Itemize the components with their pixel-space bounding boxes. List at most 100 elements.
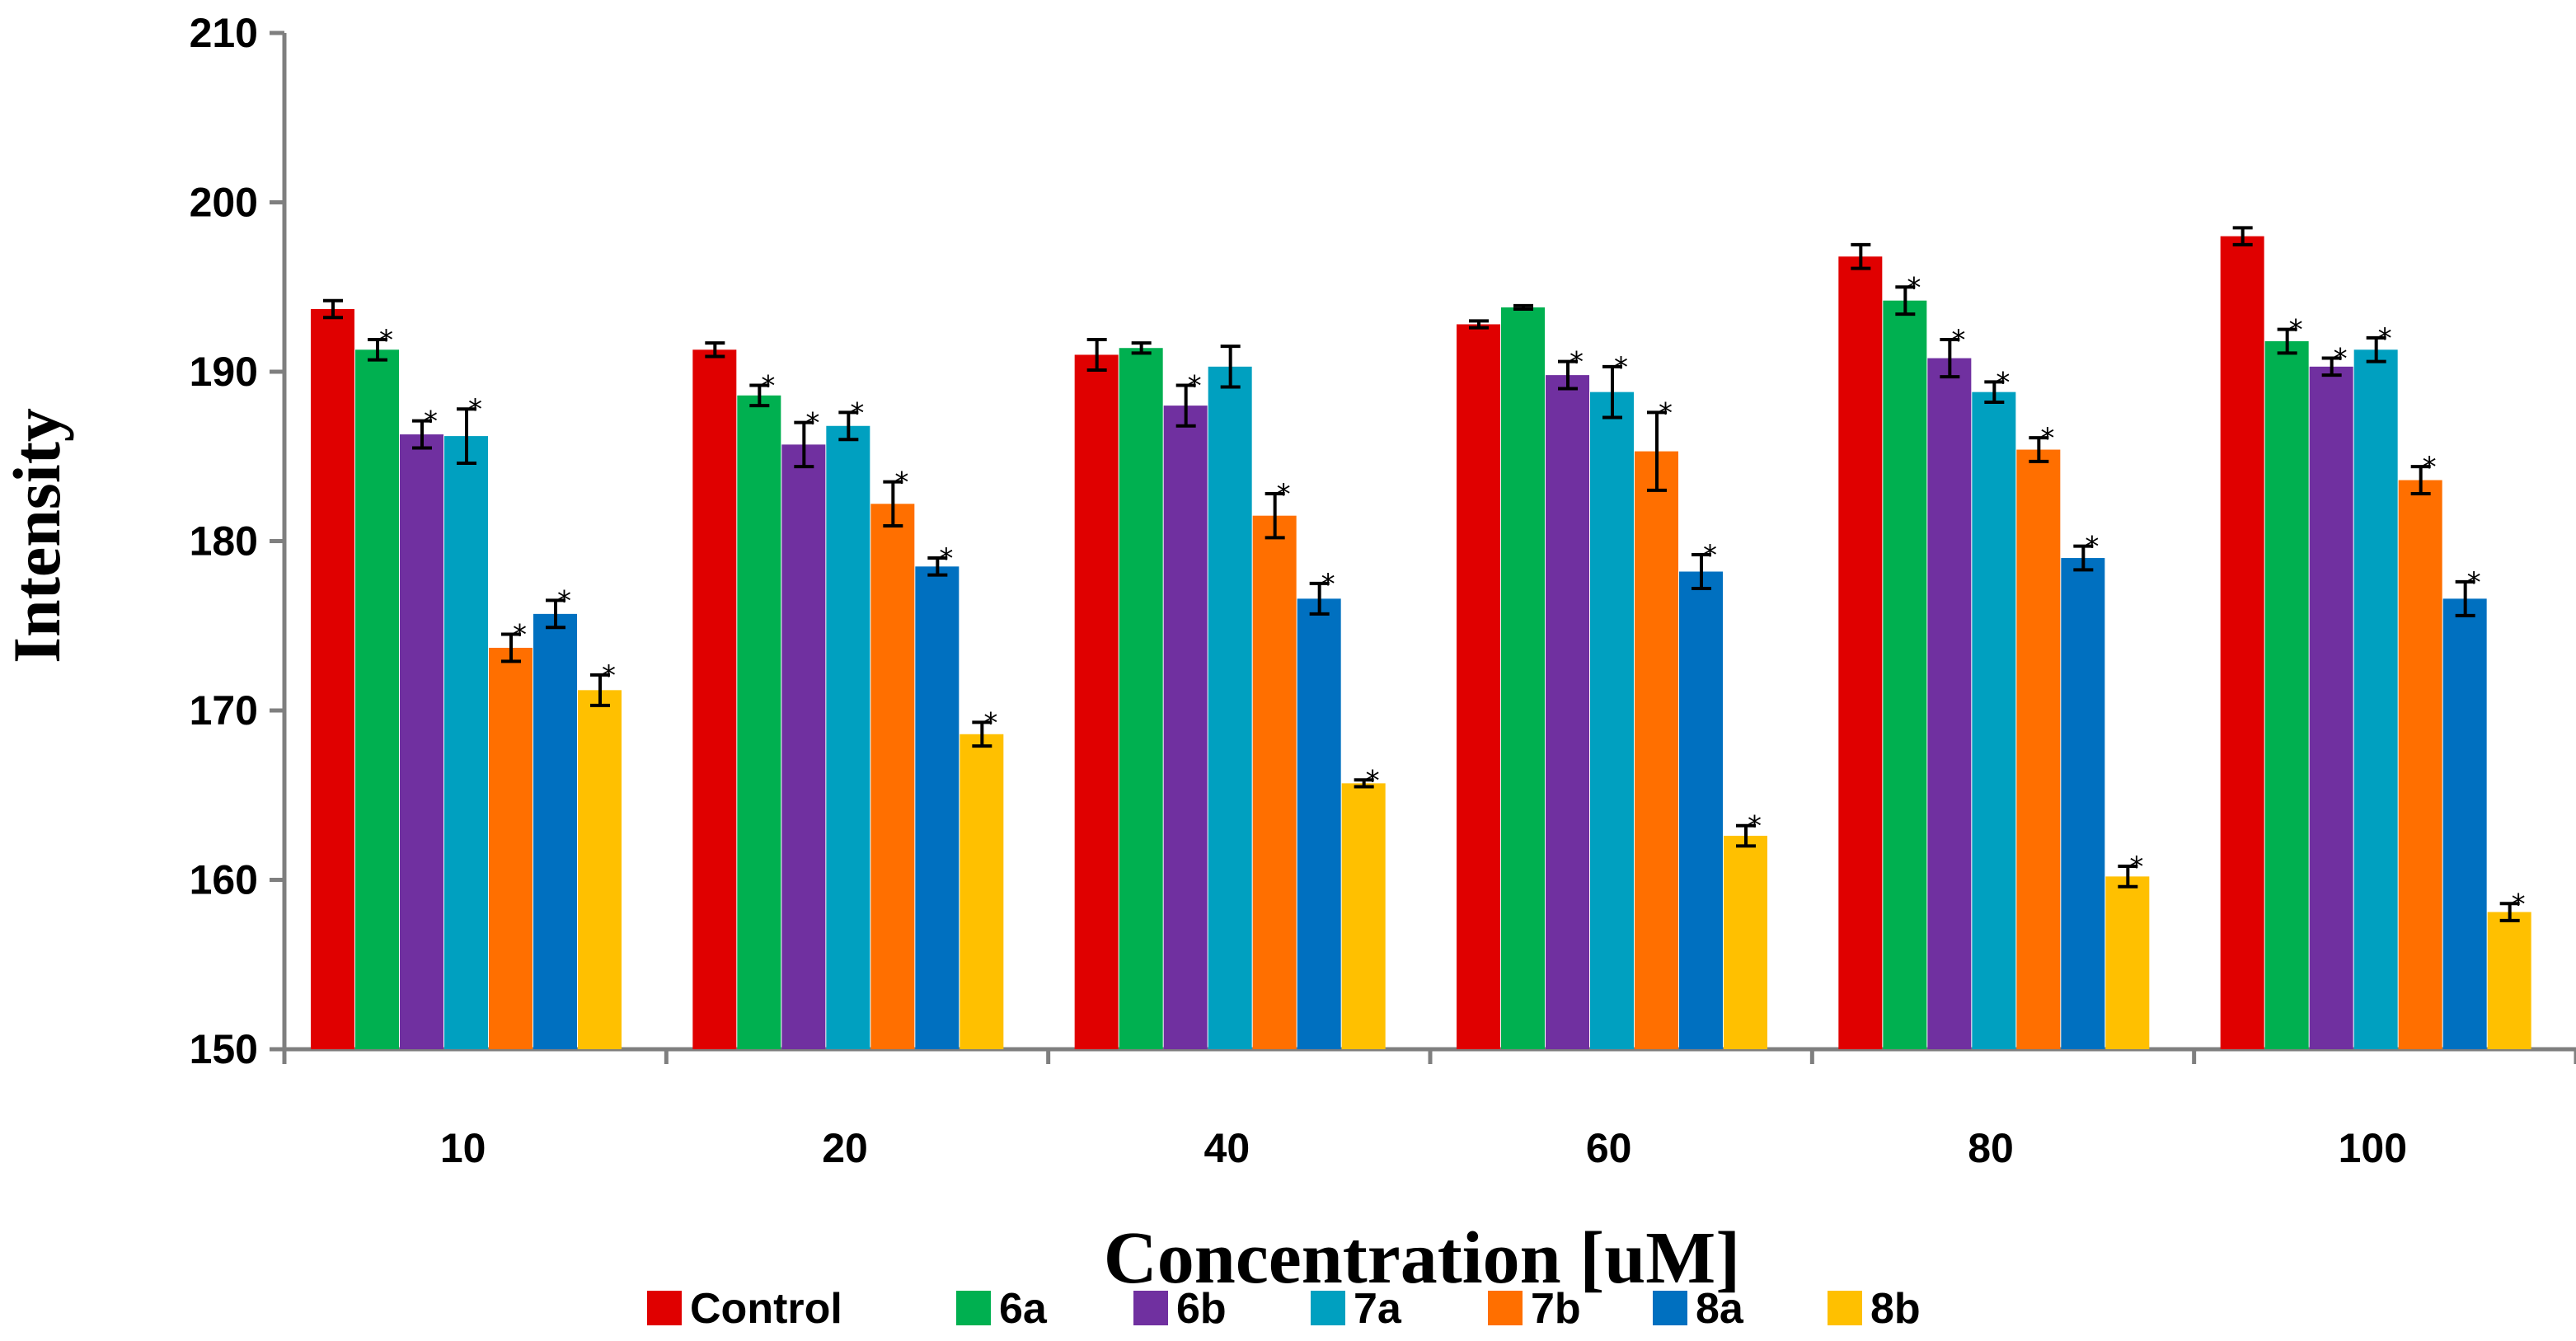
bar (444, 436, 488, 1049)
bar (2016, 449, 2061, 1049)
bar (2220, 236, 2264, 1050)
bar-groups: * * * * * * * * * * * * * * * * * * * * * * * * * * * * * * * * * (311, 226, 2531, 1050)
bar (1297, 598, 1341, 1049)
legend-item: 7a (1311, 1285, 1402, 1333)
legend-swatch (956, 1291, 991, 1325)
legend-item: 8a (1653, 1285, 1744, 1333)
bar (1927, 358, 1972, 1049)
bar-group: * * * * (1074, 337, 1386, 1050)
legend-label: 7b (1531, 1285, 1581, 1333)
x-tick-label: 10 (440, 1125, 486, 1171)
significance-marker: * (2334, 343, 2348, 376)
bar (1457, 324, 1500, 1050)
bar (1590, 392, 1634, 1049)
bar (1838, 256, 1883, 1049)
significance-marker: * (1277, 478, 1291, 511)
legend-label: 8b (1870, 1285, 1921, 1333)
legend-item: 6b (1133, 1285, 1227, 1333)
significance-marker: * (424, 406, 438, 438)
significance-marker: * (2085, 531, 2099, 564)
bar-group: * * * * * * (692, 341, 1004, 1049)
y-tick-label: 150 (190, 1026, 258, 1072)
y-tick-label: 210 (190, 10, 258, 56)
legend-item: 6a (956, 1285, 1048, 1333)
x-axis-ticks: 10 20 40 60 80 100 (282, 1049, 2576, 1171)
legend-label: 6a (999, 1285, 1048, 1333)
legend-item: 7b (1488, 1285, 1581, 1333)
x-tick-label: 80 (1968, 1125, 2014, 1171)
bar (1208, 366, 1252, 1050)
legend-swatch (647, 1291, 682, 1325)
significance-marker: * (983, 706, 997, 739)
significance-marker: * (2378, 322, 2392, 355)
bar (1883, 300, 1927, 1049)
bar (2442, 598, 2487, 1049)
y-axis-ticks: 150 160 170 180 190 200 210 (190, 10, 284, 1072)
bar (2264, 341, 2309, 1049)
significance-marker: * (468, 393, 482, 426)
x-tick-label: 60 (1586, 1125, 1632, 1171)
significance-marker: * (1188, 369, 1202, 402)
bar (1972, 392, 2016, 1049)
x-tick-label: 40 (1204, 1125, 1250, 1171)
bar (737, 395, 781, 1049)
bar (1074, 354, 1119, 1049)
bar (489, 647, 533, 1049)
bar (1546, 375, 1589, 1049)
significance-marker: * (2129, 851, 2143, 884)
significance-marker: * (805, 407, 819, 440)
y-axis-title: Intensity (0, 408, 74, 663)
x-tick-label: 100 (2339, 1125, 2407, 1171)
bar (870, 504, 915, 1049)
significance-marker: * (939, 542, 953, 575)
significance-marker: * (1570, 346, 1584, 379)
significance-marker: * (1659, 396, 1673, 429)
bar (2353, 349, 2398, 1049)
bar (915, 566, 960, 1049)
legend-label: 8a (1696, 1285, 1744, 1333)
y-tick-label: 180 (190, 518, 258, 565)
bar (311, 308, 354, 1050)
legend-label: 7a (1354, 1285, 1402, 1333)
legend-label: Control (690, 1285, 842, 1333)
bar (826, 425, 870, 1049)
significance-marker: * (1951, 324, 1965, 357)
significance-marker: * (1907, 271, 1921, 304)
legend-swatch (1488, 1291, 1523, 1325)
bar-group: * * * * * * (1838, 242, 2150, 1049)
bar (1635, 451, 1678, 1049)
significance-marker: * (1614, 351, 1628, 384)
legend-item: 8b (1828, 1285, 1921, 1333)
significance-marker: * (379, 324, 393, 357)
bar (355, 349, 399, 1049)
bar (1163, 406, 1208, 1050)
bar (2309, 366, 2353, 1050)
x-axis-title: Concentration [uM] (1104, 1217, 1740, 1299)
legend: Control 6a 6b 7a 7b 8a 8b (647, 1285, 1921, 1333)
significance-marker: * (894, 467, 908, 499)
x-tick-label: 20 (822, 1125, 868, 1171)
significance-marker: * (1748, 810, 1762, 843)
significance-marker: * (1703, 539, 1717, 572)
y-tick-label: 170 (190, 687, 258, 734)
bar (1679, 571, 1723, 1049)
y-tick-label: 200 (190, 180, 258, 226)
significance-marker: * (850, 396, 864, 429)
legend-label: 6b (1176, 1285, 1227, 1333)
significance-marker: * (2423, 451, 2437, 484)
bar (2487, 912, 2531, 1049)
significance-marker: * (2512, 888, 2526, 921)
significance-marker: * (1366, 764, 1380, 797)
bar (1252, 515, 1297, 1049)
bar (578, 690, 622, 1049)
significance-marker: * (2289, 314, 2303, 347)
bar (400, 434, 443, 1049)
significance-marker: * (602, 659, 616, 692)
bar (2061, 558, 2105, 1049)
significance-marker: * (513, 619, 527, 652)
bar (692, 349, 737, 1049)
bar-group: * * * * * * (311, 298, 622, 1050)
bar (533, 613, 577, 1049)
significance-marker: * (761, 369, 775, 402)
